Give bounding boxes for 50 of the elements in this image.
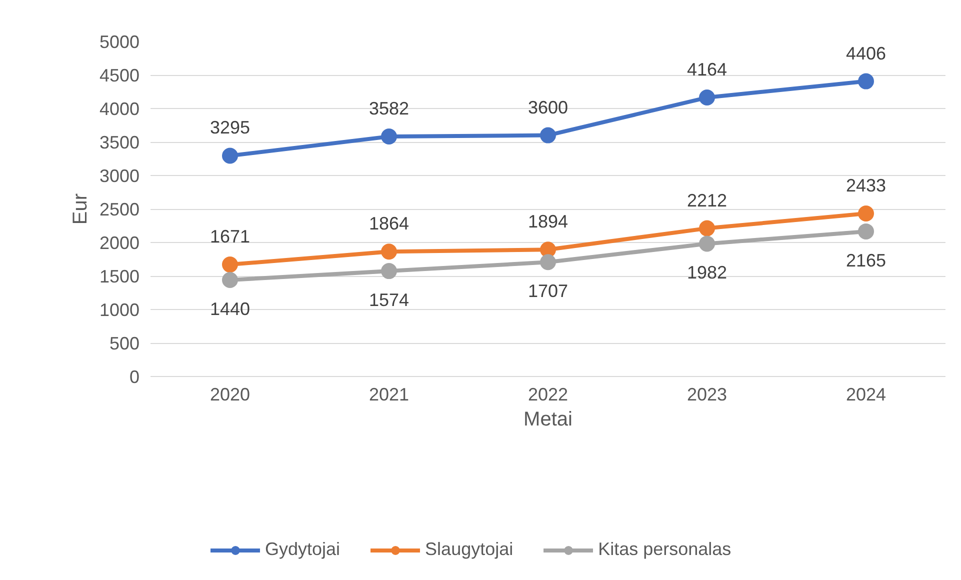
- point: [699, 90, 715, 106]
- data-label: 3582: [368, 98, 410, 119]
- x-tick-label: 2023: [686, 384, 728, 404]
- data-label: 2212: [686, 190, 728, 210]
- point: [540, 127, 556, 144]
- data-label: 1894: [528, 212, 568, 232]
- point: [858, 73, 874, 90]
- y-tick-label: 4000: [99, 99, 140, 119]
- legend-label: Kitas personalas: [598, 539, 732, 560]
- y-tick-label: 2000: [99, 233, 140, 253]
- point: [699, 236, 715, 252]
- data-label: 1707: [528, 281, 568, 302]
- data-label: 2165: [846, 250, 886, 270]
- y-tick-label: 1000: [99, 300, 140, 320]
- legend-label: Slaugytojai: [425, 539, 514, 560]
- point: [381, 244, 397, 260]
- x-axis-title: Metai: [524, 408, 572, 430]
- x-tick-label: 2022: [528, 384, 568, 404]
- point: [699, 220, 715, 236]
- y-tick-label: 1500: [99, 266, 140, 286]
- point: [222, 256, 238, 273]
- data-label: 1671: [210, 226, 250, 247]
- y-tick-label: 2500: [99, 200, 140, 220]
- legend-label: Gydytojai: [265, 539, 340, 560]
- data-label: 1864: [368, 214, 410, 234]
- data-label: 4164: [686, 60, 728, 80]
- y-tick-label: 3500: [99, 132, 140, 152]
- point: [540, 254, 556, 270]
- y-tick-label: 3000: [99, 166, 140, 186]
- point: [222, 272, 238, 288]
- point: [381, 263, 397, 280]
- data-label: 1574: [368, 290, 410, 310]
- point: [858, 223, 874, 240]
- y-tick-label: 0: [129, 367, 140, 387]
- data-label: 4406: [846, 43, 886, 64]
- x-tick-label: 2020: [210, 384, 250, 404]
- y-tick-label: 500: [109, 334, 140, 354]
- y-axis-title: Eur: [69, 193, 92, 225]
- point: [858, 206, 874, 222]
- data-label: 2433: [846, 175, 886, 196]
- x-tick-label: 2021: [368, 384, 410, 404]
- y-tick-label: 4500: [99, 66, 140, 86]
- y-tick-label: 5000: [99, 32, 140, 52]
- point: [381, 128, 397, 144]
- point: [222, 148, 238, 164]
- data-label: 3600: [528, 97, 568, 118]
- x-tick-label: 2024: [846, 384, 886, 404]
- data-label: 3295: [210, 118, 250, 138]
- data-label: 1440: [210, 299, 250, 320]
- data-label: 1982: [686, 262, 728, 283]
